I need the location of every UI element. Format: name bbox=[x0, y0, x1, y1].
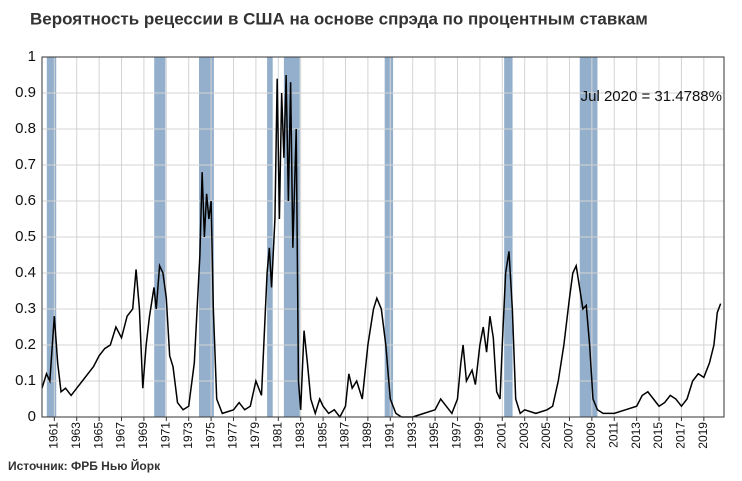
x-tick-label: 2007 bbox=[562, 422, 576, 449]
plot-border bbox=[41, 56, 725, 418]
x-tick-label: 1961 bbox=[46, 422, 60, 449]
x-tick-label: 1963 bbox=[69, 422, 83, 449]
y-tick-label: 0.5 bbox=[15, 228, 36, 245]
chart-title: Вероятность рецессии в США на основе спр… bbox=[30, 9, 648, 28]
x-tick-label: 1985 bbox=[315, 422, 329, 449]
x-tick-label: 1981 bbox=[270, 422, 284, 449]
annotation: Jul 2020 = 31.4788% bbox=[581, 88, 722, 105]
x-tick-label: 2003 bbox=[517, 422, 531, 449]
y-tick-label: 0 bbox=[28, 408, 36, 425]
x-tick-label: 1987 bbox=[338, 422, 352, 449]
y-tick-label: 0.9 bbox=[15, 84, 36, 101]
x-tick-label: 1965 bbox=[91, 422, 105, 449]
x-tick-label: 1975 bbox=[203, 422, 217, 449]
x-tick-label: 2019 bbox=[696, 422, 710, 449]
x-tick-label: 2001 bbox=[494, 422, 508, 449]
x-tick-label: 1967 bbox=[114, 422, 128, 449]
source: Источник: ФРБ Нью Йорк bbox=[8, 458, 161, 473]
y-tick-label: 0.2 bbox=[15, 336, 36, 353]
x-tick-label: 1999 bbox=[472, 422, 486, 449]
x-tick-label: 2005 bbox=[539, 422, 553, 449]
x-tick-label: 1969 bbox=[136, 422, 150, 449]
y-tick-label: 0.7 bbox=[15, 156, 36, 173]
x-tick-label: 1973 bbox=[181, 422, 195, 449]
y-tick-label: 0.4 bbox=[15, 264, 36, 281]
x-tick-label: 1979 bbox=[248, 422, 262, 449]
x-tick-label: 2009 bbox=[584, 422, 598, 449]
x-tick-label: 1977 bbox=[226, 422, 240, 449]
x-tick-label: 1971 bbox=[158, 422, 172, 449]
x-tick-label: 1989 bbox=[360, 422, 374, 449]
x-tick-label: 2011 bbox=[606, 422, 620, 448]
x-tick-label: 1991 bbox=[382, 422, 396, 449]
y-tick-label: 1 bbox=[28, 48, 36, 65]
x-tick-label: 2015 bbox=[651, 422, 665, 449]
x-tick-label: 2013 bbox=[629, 422, 643, 449]
x-tick-label: 2017 bbox=[674, 422, 688, 449]
y-tick-label: 0.8 bbox=[15, 120, 36, 137]
x-tick-label: 1995 bbox=[427, 422, 441, 449]
x-tick-label: 1993 bbox=[405, 422, 419, 449]
y-tick-label: 0.6 bbox=[15, 192, 36, 209]
y-tick-label: 0.1 bbox=[15, 372, 36, 389]
y-tick-label: 0.3 bbox=[15, 300, 36, 317]
x-tick-label: 1997 bbox=[450, 422, 464, 449]
x-tick-label: 1983 bbox=[293, 422, 307, 449]
